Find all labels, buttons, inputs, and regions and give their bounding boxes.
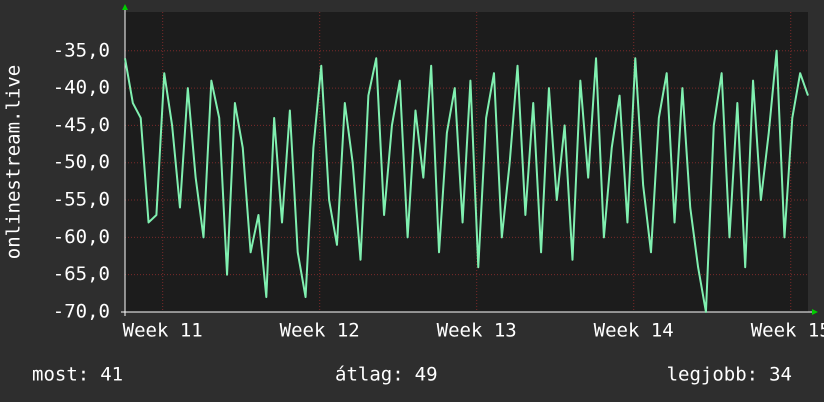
stat-label: átlag: (335, 364, 404, 386)
stat-label: most: (32, 364, 89, 386)
stat-label: legjobb: (667, 364, 759, 386)
y-tick-label: -50,0 (53, 151, 110, 173)
axis-arrow (122, 4, 128, 10)
stat-value: 49 (415, 364, 438, 386)
x-tick-label: Week 14 (594, 320, 674, 342)
x-tick-label: Week 12 (280, 320, 360, 342)
y-tick-label: -65,0 (53, 263, 110, 285)
y-tick-label: -45,0 (53, 114, 110, 136)
x-tick-label: Week 11 (123, 320, 203, 342)
x-tick-label: Week 13 (437, 320, 517, 342)
y-tick-label: -55,0 (53, 189, 110, 211)
stat-value: 41 (100, 364, 123, 386)
data-line (124, 49, 809, 313)
y-tick-label: -40,0 (53, 77, 110, 99)
stat-value: 34 (769, 364, 792, 386)
y-tick-label: -70,0 (53, 301, 110, 323)
y-axis-label: onlinestream.live (3, 65, 25, 259)
y-tick-label: -60,0 (53, 226, 110, 248)
y-tick-label: -35,0 (53, 39, 110, 61)
axis-arrow (812, 309, 818, 315)
x-tick-label: Week 15 (751, 320, 824, 342)
